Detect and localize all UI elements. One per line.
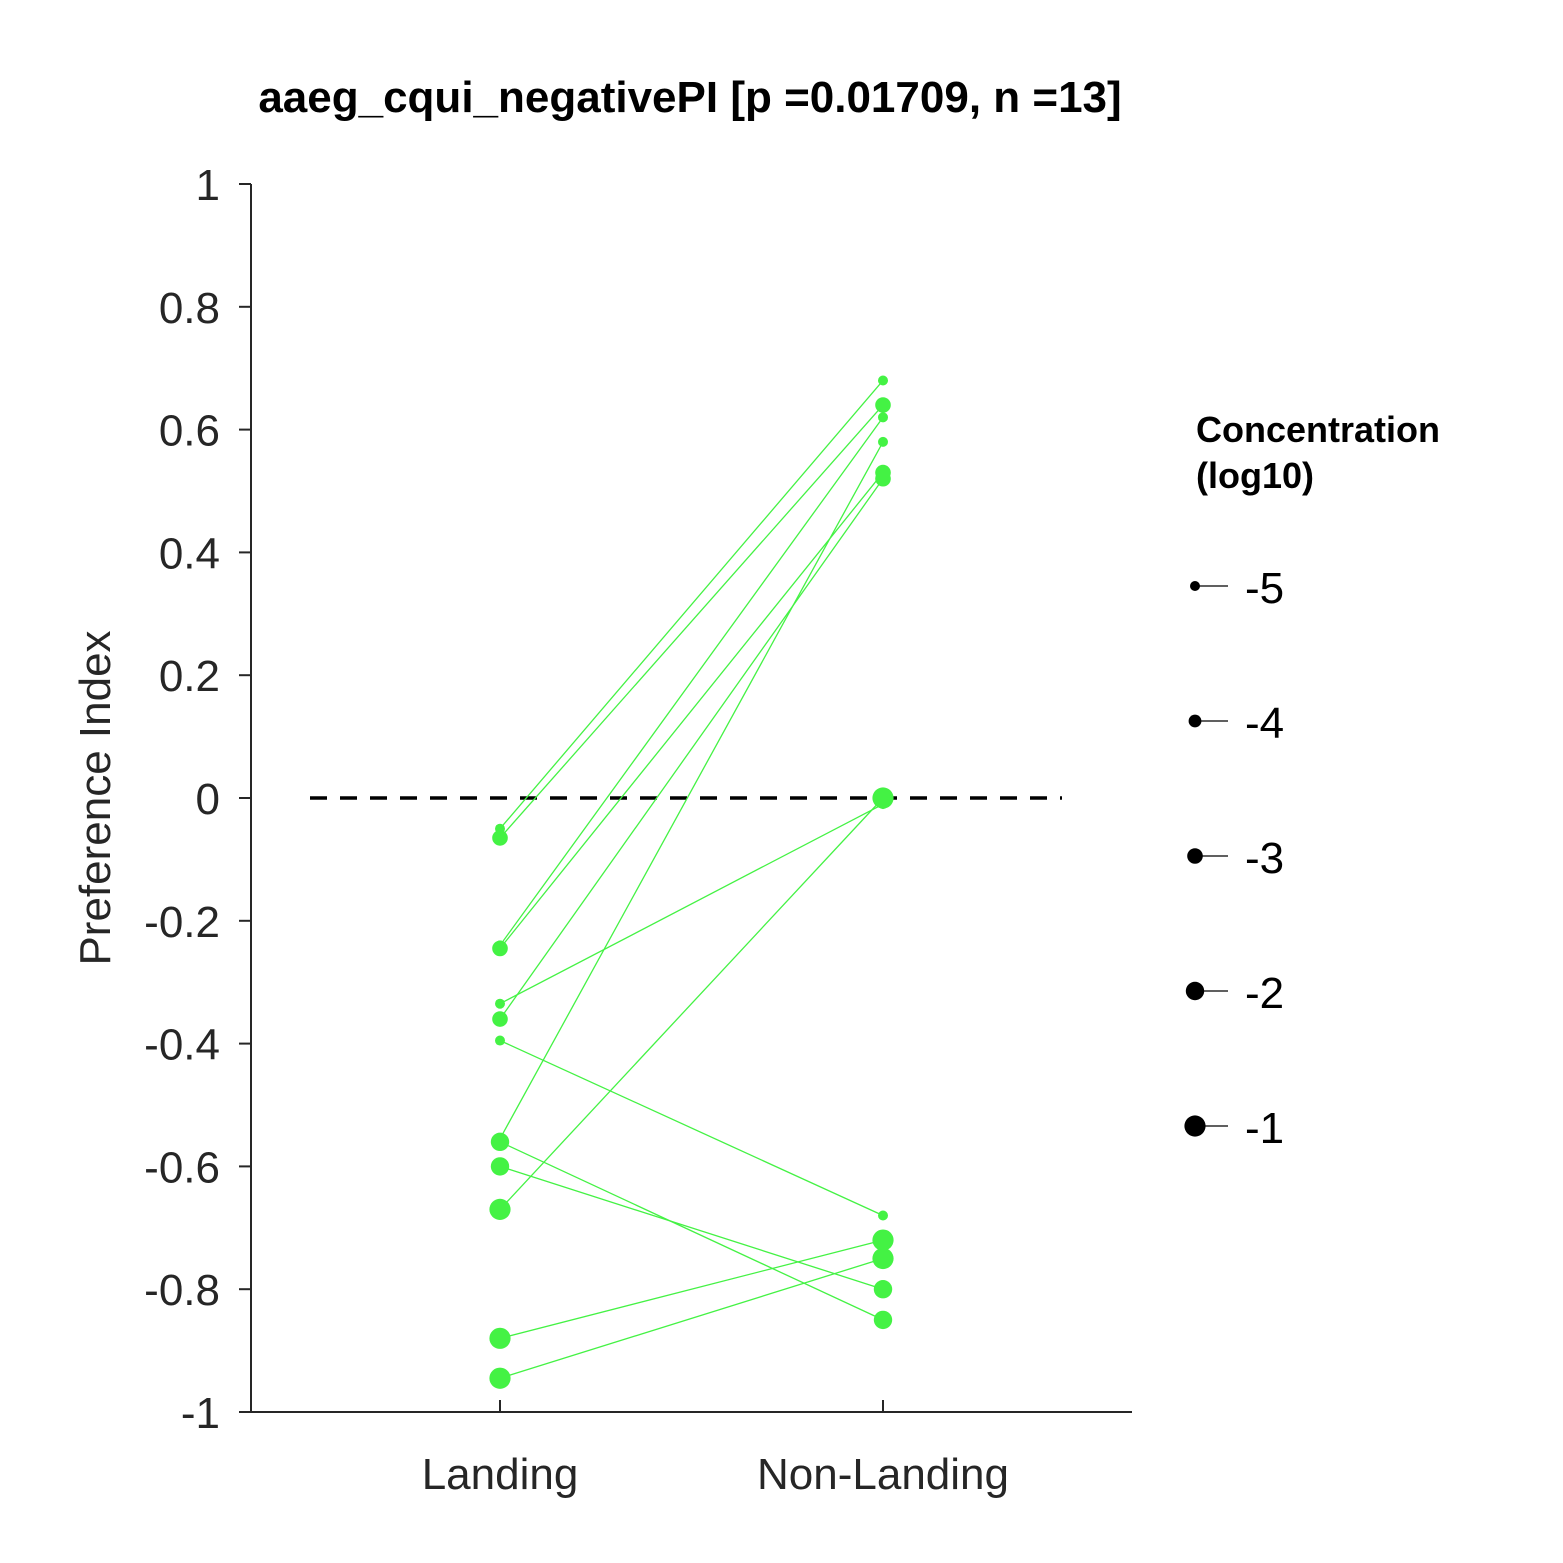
pair-line: [499, 1141, 884, 1321]
pair-line: [499, 1257, 884, 1379]
pair-line: [499, 404, 884, 839]
non-landing-point: [875, 397, 891, 413]
y-tick-label: -0.2: [144, 898, 220, 947]
landing-point: [495, 1035, 505, 1046]
plot-area: [310, 375, 1062, 1389]
non-landing-point: [873, 1310, 893, 1330]
pair-line: [499, 797, 884, 1210]
x-axis: Landing Non-Landing: [251, 1400, 1132, 1499]
legend-label: -1: [1245, 1104, 1284, 1153]
non-landing-point: [872, 787, 894, 809]
non-landing-point: [878, 412, 888, 423]
non-landing-point: [872, 1247, 894, 1270]
legend-entries: -5 -4 -3 -2 -1: [1184, 564, 1284, 1153]
pair-line: [499, 1165, 884, 1290]
non-landing-point: [878, 375, 888, 386]
landing-point: [490, 1157, 510, 1176]
legend-label: -4: [1245, 699, 1284, 748]
landing-point: [492, 940, 508, 957]
y-tick-label: 0.6: [159, 407, 220, 456]
y-tick-label: -0.4: [144, 1021, 220, 1070]
y-tick-label: 0.8: [159, 284, 220, 333]
pair-line: [499, 416, 884, 946]
pair-line: [499, 478, 884, 1020]
data-points: [489, 375, 894, 1389]
legend-label: -3: [1245, 834, 1284, 883]
legend-marker: [1185, 981, 1205, 1001]
legend-label: -2: [1245, 969, 1284, 1018]
y-tick-label: 0.4: [159, 529, 220, 578]
pair-line: [499, 472, 884, 949]
pair-line: [499, 441, 884, 1140]
landing-point: [489, 1327, 511, 1349]
y-tick-label: 1: [196, 161, 220, 210]
pair-line: [499, 803, 884, 1005]
pair-line: [499, 1039, 884, 1217]
legend-marker: [1188, 714, 1202, 728]
legend-marker: [1190, 581, 1200, 591]
y-axis: 1 0.8 0.6 0.4 0.2 0 -0.2 -0.4 -0.6 -0.8 -1: [144, 161, 252, 1438]
non-landing-point: [875, 470, 891, 487]
landing-point: [489, 1198, 511, 1220]
y-axis-label: Preference Index: [71, 630, 120, 965]
legend-title-line-2: (log10): [1196, 455, 1314, 496]
legend-marker: [1184, 1115, 1206, 1137]
legend-label: -5: [1245, 564, 1284, 613]
y-tick-label: 0.2: [159, 652, 220, 701]
legend-title-line-1: Concentration: [1196, 409, 1440, 450]
non-landing-point: [878, 1210, 888, 1221]
pair-line: [499, 1239, 884, 1339]
y-tick-label: -0.6: [144, 1143, 220, 1192]
x-tick-label-non-landing: Non-Landing: [757, 1450, 1009, 1499]
landing-point: [489, 1367, 511, 1389]
y-tick-label: 0: [196, 775, 220, 824]
non-landing-point: [878, 436, 888, 447]
legend-marker: [1187, 848, 1203, 864]
legend: Concentration (log10) -5 -4 -3 -2 -1: [1184, 409, 1440, 1153]
landing-point: [492, 1011, 508, 1027]
chart-title: aaeg_cqui_negativePI [p =0.01709, n =13]: [258, 73, 1121, 122]
non-landing-point: [872, 1229, 894, 1251]
y-tick-label: -0.8: [144, 1266, 220, 1315]
landing-point: [490, 1132, 510, 1152]
non-landing-point: [873, 1280, 893, 1299]
pair-line: [499, 380, 884, 830]
y-tick-label: -1: [181, 1389, 220, 1438]
landing-point: [492, 830, 508, 846]
landing-point: [495, 998, 505, 1009]
pair-lines: [499, 380, 884, 1379]
x-tick-label-landing: Landing: [422, 1450, 579, 1499]
